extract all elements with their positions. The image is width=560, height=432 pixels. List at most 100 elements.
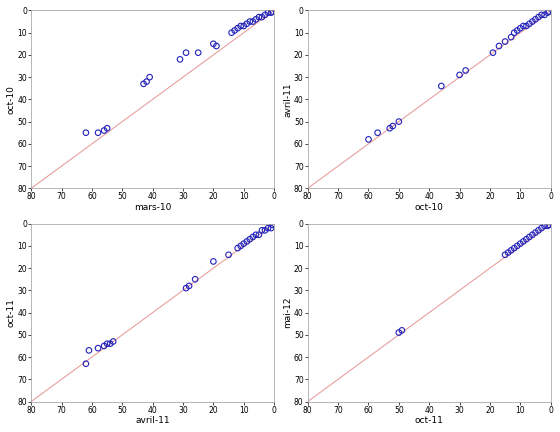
Point — [239, 22, 248, 29]
Point — [398, 327, 407, 334]
Point — [191, 276, 200, 283]
Y-axis label: oct-10: oct-10 — [7, 85, 16, 114]
Point — [260, 227, 269, 234]
Point — [264, 9, 273, 16]
Point — [534, 14, 543, 21]
Point — [543, 222, 552, 229]
Point — [94, 129, 102, 136]
Point — [545, 8, 554, 15]
Point — [181, 49, 190, 56]
Point — [537, 11, 546, 18]
X-axis label: avril-11: avril-11 — [136, 416, 170, 425]
Point — [109, 338, 118, 345]
Point — [242, 20, 251, 27]
Point — [81, 360, 90, 367]
Point — [455, 71, 464, 78]
Point — [236, 242, 245, 249]
Point — [507, 247, 516, 254]
Point — [503, 249, 512, 256]
Point — [239, 240, 248, 247]
Y-axis label: avril-11: avril-11 — [283, 82, 292, 117]
Point — [230, 27, 239, 34]
Point — [516, 240, 525, 247]
Point — [100, 343, 109, 349]
Point — [528, 18, 537, 25]
Point — [227, 29, 236, 36]
Point — [185, 283, 194, 289]
Point — [385, 125, 394, 132]
Point — [522, 236, 531, 243]
Point — [543, 9, 552, 16]
Point — [394, 118, 403, 125]
X-axis label: oct-11: oct-11 — [415, 416, 444, 425]
Point — [100, 127, 109, 134]
Point — [145, 74, 154, 81]
Point — [501, 251, 510, 258]
Point — [537, 225, 546, 232]
Point — [510, 245, 519, 251]
Point — [268, 221, 277, 228]
Point — [254, 14, 263, 21]
Point — [525, 20, 534, 27]
Point — [245, 18, 254, 25]
Point — [251, 231, 260, 238]
Point — [245, 236, 254, 243]
Point — [209, 258, 218, 265]
Point — [94, 345, 102, 352]
Point — [212, 43, 221, 50]
Point — [540, 11, 549, 18]
Point — [264, 225, 273, 232]
Point — [209, 40, 218, 47]
Point — [531, 229, 540, 236]
Point — [545, 221, 554, 228]
Point — [175, 56, 184, 63]
Point — [268, 8, 277, 15]
X-axis label: mars-10: mars-10 — [134, 203, 171, 212]
Point — [522, 22, 531, 29]
Point — [258, 14, 267, 21]
Point — [102, 340, 111, 347]
Point — [194, 49, 203, 56]
Point — [528, 231, 537, 238]
Point — [373, 129, 382, 136]
Point — [224, 251, 233, 258]
X-axis label: oct-10: oct-10 — [415, 203, 444, 212]
Point — [233, 25, 242, 32]
Point — [260, 11, 269, 18]
Point — [507, 34, 516, 41]
Point — [437, 83, 446, 89]
Point — [494, 43, 503, 50]
Point — [85, 347, 94, 354]
Point — [540, 222, 549, 229]
Point — [513, 27, 522, 34]
Point — [81, 129, 90, 136]
Point — [233, 245, 242, 251]
Point — [501, 38, 510, 45]
Point — [461, 67, 470, 74]
Point — [531, 16, 540, 23]
Point — [519, 22, 528, 29]
Point — [139, 80, 148, 87]
Point — [388, 123, 397, 130]
Point — [142, 78, 151, 85]
Point — [258, 227, 267, 234]
Point — [488, 49, 497, 56]
Point — [267, 225, 276, 232]
Point — [525, 234, 534, 241]
Point — [267, 9, 276, 16]
Point — [181, 285, 190, 292]
Point — [510, 29, 519, 36]
Point — [534, 227, 543, 234]
Y-axis label: oct-11: oct-11 — [7, 298, 16, 327]
Y-axis label: mai-12: mai-12 — [283, 297, 292, 328]
Point — [102, 125, 111, 132]
Point — [364, 136, 373, 143]
Point — [254, 231, 263, 238]
Point — [513, 242, 522, 249]
Point — [249, 234, 258, 241]
Point — [516, 25, 525, 32]
Point — [242, 238, 251, 245]
Point — [249, 18, 258, 25]
Point — [251, 16, 260, 23]
Point — [394, 329, 403, 336]
